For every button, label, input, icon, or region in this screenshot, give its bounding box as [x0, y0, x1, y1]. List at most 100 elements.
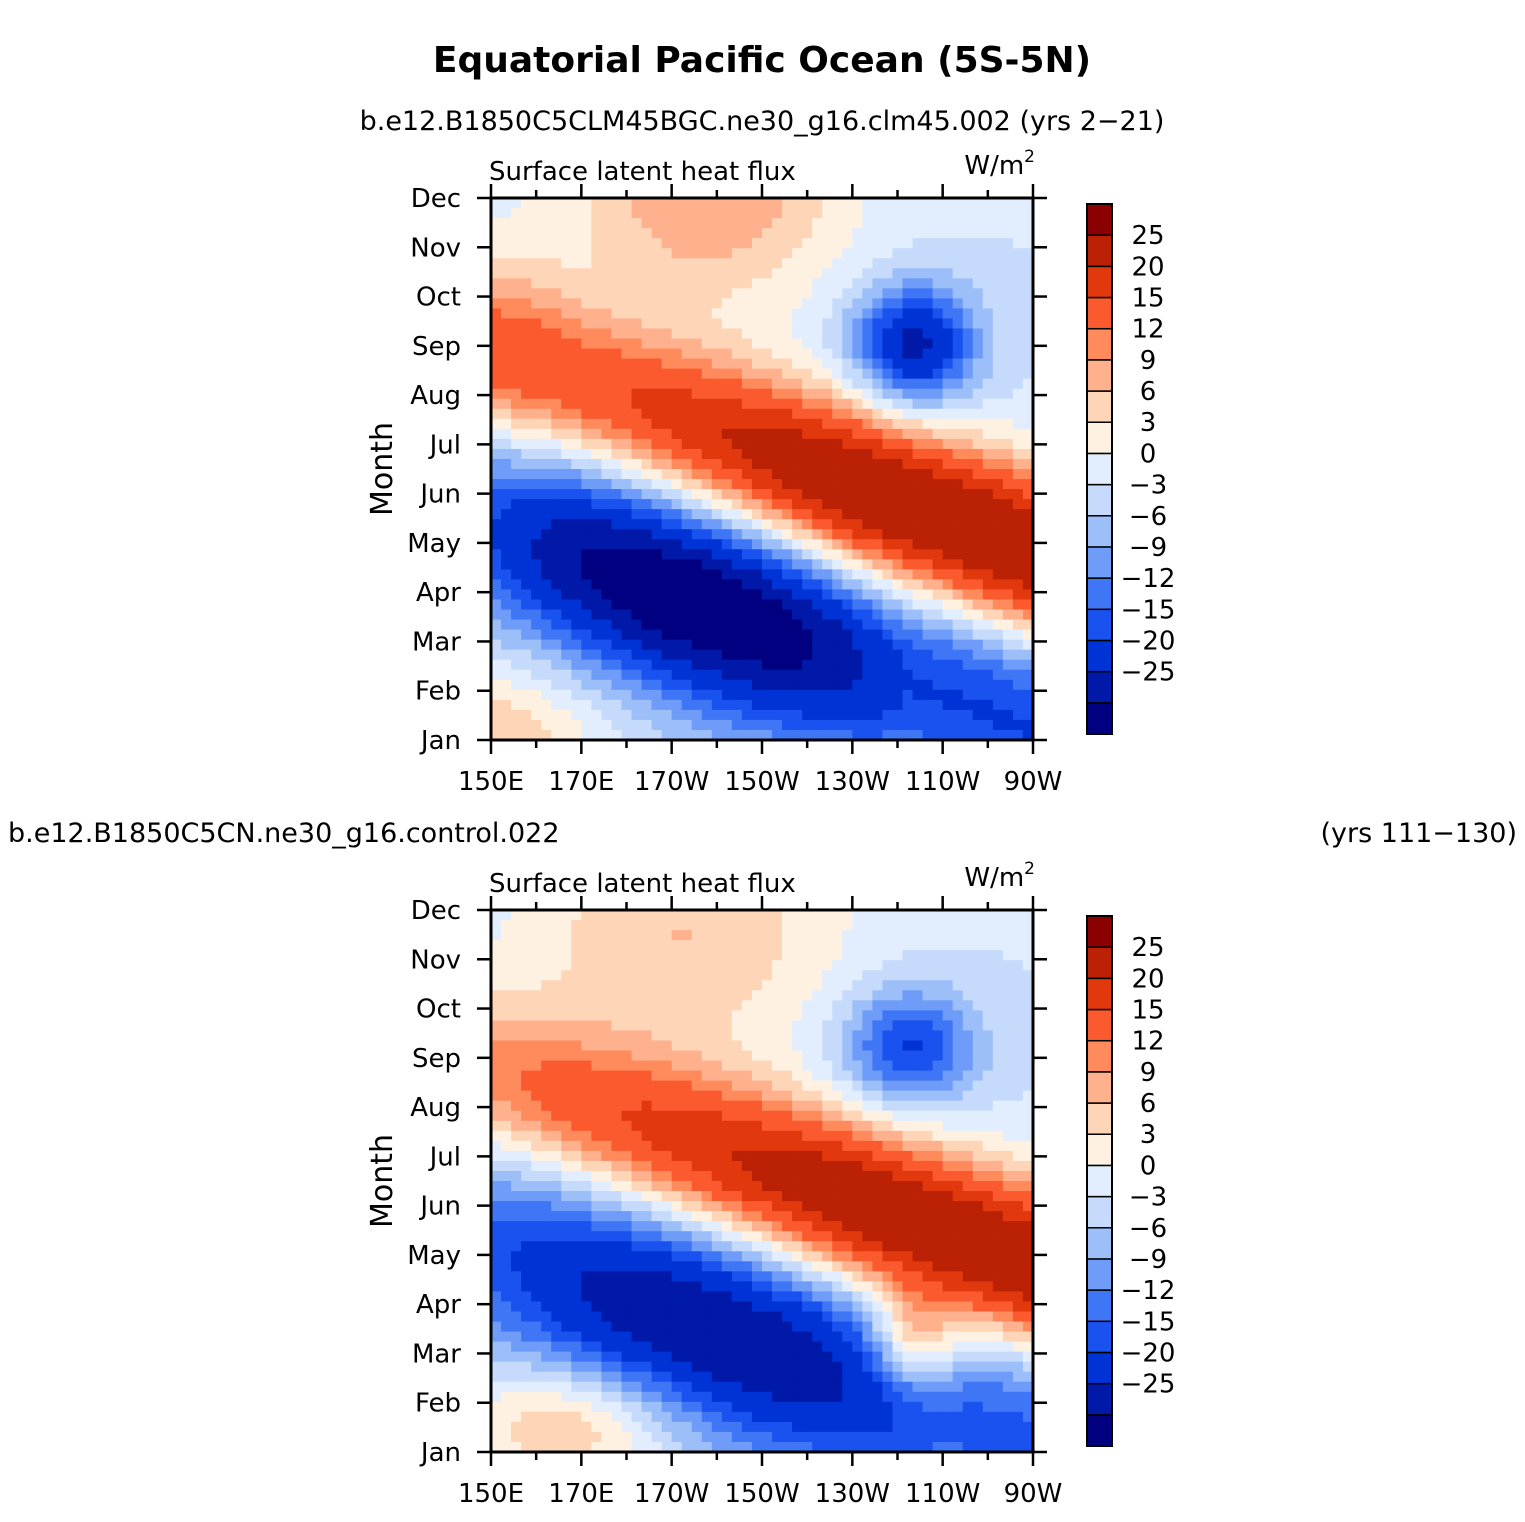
contour-cell — [852, 318, 863, 330]
contour-cell — [782, 1391, 793, 1403]
contour-cell — [711, 729, 723, 741]
contour-cell — [1012, 388, 1024, 400]
contour-cell — [952, 709, 964, 721]
contour-cell — [631, 248, 643, 259]
contour-cell — [681, 549, 693, 560]
contour-cell — [721, 469, 733, 480]
contour-cell — [501, 1070, 512, 1082]
contour-cell — [852, 1080, 863, 1092]
contour-cell — [982, 358, 994, 370]
contour-cell — [942, 589, 954, 601]
contour-cell — [962, 408, 974, 420]
contour-cell — [902, 338, 914, 350]
contour-cell — [1002, 559, 1014, 570]
contour-cell — [621, 920, 633, 931]
contour-cell — [711, 368, 723, 380]
contour-cell — [661, 1070, 673, 1082]
contour-cell — [872, 408, 884, 420]
contour-cell — [491, 1431, 502, 1443]
contour-cell — [711, 1221, 723, 1232]
contour-cell — [541, 228, 552, 239]
contour-cell — [511, 709, 522, 721]
contour-cell — [731, 729, 743, 741]
contour-cell — [651, 699, 663, 711]
contour-cell — [912, 699, 924, 711]
contour-cell — [621, 910, 633, 921]
contour-cell — [972, 368, 984, 380]
contour-cell — [892, 198, 904, 209]
contour-cell — [511, 1140, 522, 1152]
contour-cell — [751, 649, 763, 661]
contour-cell — [782, 1181, 793, 1192]
contour-cell — [922, 709, 934, 721]
contour-cell — [962, 569, 974, 581]
contour-cell — [621, 699, 633, 711]
contour-cell — [631, 1361, 643, 1373]
contour-cell — [531, 1341, 542, 1353]
contour-cell — [952, 408, 964, 420]
contour-cell — [651, 1431, 663, 1443]
contour-cell — [561, 428, 572, 440]
contour-cell — [621, 1331, 633, 1343]
contour-cell — [792, 980, 803, 991]
contour-cell — [541, 448, 552, 460]
contour-cell — [792, 338, 803, 350]
contour-cell — [521, 228, 532, 239]
contour-cell — [701, 649, 713, 661]
contour-cell — [741, 980, 753, 991]
contour-cell — [751, 950, 763, 961]
contour-cell — [611, 930, 623, 941]
contour-cell — [741, 348, 753, 360]
contour-cell — [1022, 388, 1034, 400]
contour-cell — [631, 328, 643, 340]
x-tick-label: 90W — [1004, 767, 1063, 797]
contour-cell — [581, 930, 592, 941]
contour-cell — [601, 1381, 613, 1393]
contour-cell — [832, 1341, 843, 1353]
contour-cell — [762, 1331, 773, 1343]
contour-cell — [782, 1040, 793, 1052]
contour-cell — [792, 930, 803, 941]
contour-cell — [802, 258, 813, 269]
y-tick-label: Feb — [415, 677, 461, 707]
contour-cell — [641, 689, 653, 701]
contour-cell — [671, 278, 683, 289]
contour-cell — [651, 930, 663, 941]
contour-cell — [501, 438, 512, 450]
contour-cell — [581, 529, 592, 540]
contour-cell — [751, 328, 763, 340]
contour-cell — [812, 1321, 823, 1333]
contour-cell — [661, 1110, 673, 1122]
contour-cell — [491, 1040, 502, 1052]
contour-cell — [751, 920, 763, 931]
contour-cell — [511, 950, 522, 961]
contour-cell — [751, 348, 763, 360]
contour-cell — [591, 950, 603, 961]
y-tick-label: Jul — [428, 430, 461, 460]
contour-cell — [571, 378, 582, 390]
contour-cell — [802, 1381, 813, 1393]
contour-cell — [922, 719, 934, 731]
contour-cell — [561, 1070, 572, 1082]
contour-cell — [741, 479, 753, 490]
contour-cell — [721, 1070, 733, 1082]
contour-cell — [822, 1221, 833, 1232]
contour-cell — [501, 308, 512, 320]
contour-cell — [661, 348, 673, 360]
colorbar-label: 12 — [1131, 315, 1164, 345]
contour-cell — [1022, 629, 1034, 641]
contour-cell — [691, 970, 703, 981]
contour-cell — [601, 629, 613, 641]
contour-cell — [782, 1411, 793, 1423]
contour-cell — [651, 940, 663, 951]
contour-cell — [832, 408, 843, 420]
contour-cell — [802, 1040, 813, 1052]
contour-cell — [1022, 469, 1034, 480]
contour-cell — [982, 559, 994, 570]
contour-cell — [862, 589, 874, 601]
contour-cell — [802, 940, 813, 951]
contour-cell — [621, 1120, 633, 1132]
contour-cell — [621, 1090, 633, 1102]
contour-cell — [691, 1361, 703, 1373]
contour-cell — [852, 378, 863, 390]
